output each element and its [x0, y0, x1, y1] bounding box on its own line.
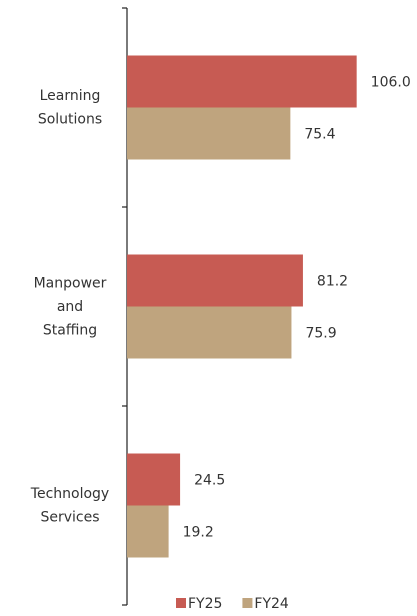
legend-swatch	[242, 598, 253, 608]
value-label: 75.4	[304, 127, 335, 143]
legend-label: FY24	[254, 596, 289, 612]
legend-label: FY25	[188, 596, 222, 612]
category-label: Manpower and Staffing	[34, 276, 107, 339]
value-label: 106.0	[371, 75, 411, 91]
value-label: 75.9	[305, 326, 336, 342]
category-line: Manpower	[34, 276, 107, 292]
bar	[127, 107, 291, 160]
category-label: Technology Services	[30, 486, 109, 526]
category-line: Technology	[30, 486, 109, 502]
category-line: and	[57, 299, 83, 315]
category-line: Learning	[40, 88, 101, 104]
category-line: Solutions	[38, 112, 102, 128]
legend-swatch	[176, 598, 186, 608]
bar	[127, 453, 181, 506]
category-line: Staffing	[43, 323, 97, 339]
value-label: 19.2	[183, 525, 214, 541]
bar	[127, 254, 303, 307]
value-label: 81.2	[317, 274, 348, 290]
category-label: Learning Solutions	[38, 88, 102, 128]
bar	[127, 55, 357, 108]
bar	[127, 505, 169, 558]
bar	[127, 306, 292, 359]
category-line: Services	[40, 510, 99, 526]
value-label: 24.5	[194, 473, 225, 489]
